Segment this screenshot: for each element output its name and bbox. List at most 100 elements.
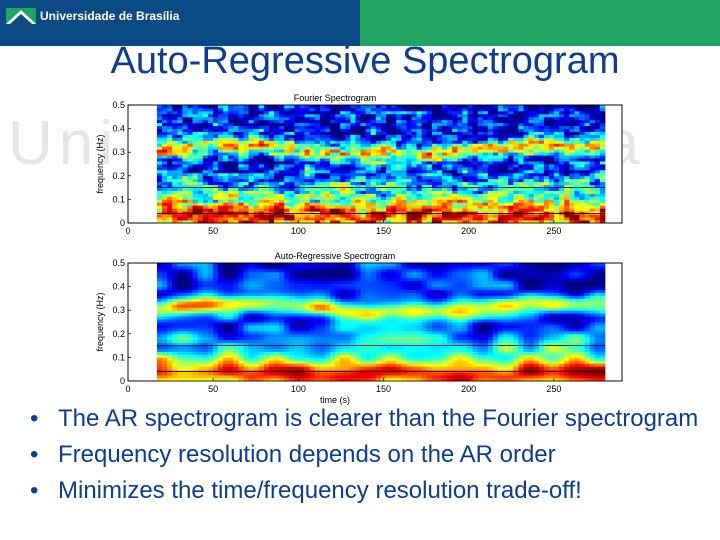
heatmap-cell [304,140,311,144]
heatmap-cell [299,113,305,118]
heatmap-cell [207,193,214,197]
heatmap-cell [513,105,519,109]
heatmap-cell [340,113,346,118]
heatmap-cell [436,158,443,162]
heatmap-cell [172,193,178,197]
heatmap-cell [472,196,479,200]
heatmap-cell [233,357,239,361]
heatmap-cell [253,265,260,270]
heatmap-cell [263,187,270,191]
heatmap-cell [569,211,575,215]
heatmap-cell [263,274,270,279]
heatmap-cell [498,110,504,115]
heatmap-cell [319,289,326,293]
heatmap-cell [182,280,188,285]
heatmap-cell [238,265,244,270]
heatmap-cell [442,107,448,112]
heatmap-cell [304,336,311,341]
heatmap-cell [579,166,585,171]
heatmap-cell [233,110,239,115]
heatmap-cell [589,161,596,165]
heatmap-cell [492,190,499,194]
heatmap-cell [345,161,351,165]
heatmap-cell [304,289,311,293]
heatmap-cell [263,330,270,335]
heatmap-cell [233,187,239,191]
heatmap-cell [268,105,275,109]
heatmap-cell [365,208,372,212]
heatmap-cell [355,211,361,215]
heatmap-cell [258,327,265,332]
heatmap-cell [431,122,438,127]
heatmap-cell [528,107,535,112]
heatmap-cell [436,214,443,218]
heatmap-cell [589,178,596,183]
heatmap-cell [243,199,249,203]
heatmap-cell [187,366,193,370]
heatmap-cell [192,360,199,364]
heatmap-cell [340,137,346,141]
heatmap-cell [268,310,275,314]
heatmap-cell [396,220,402,224]
heatmap-cell [574,184,580,188]
heatmap-cell [375,202,382,206]
heatmap-cell [162,211,168,215]
heatmap-cell [523,217,529,221]
heatmap-cell [559,169,565,174]
heatmap-cell [492,205,499,209]
heatmap-cell [253,357,260,361]
heatmap-cell [360,110,367,115]
heatmap-cell [335,113,341,118]
heatmap-cell [319,175,326,180]
heatmap-cell [218,107,224,112]
heatmap-cell [207,322,214,326]
heatmap-cell [192,107,199,112]
heatmap-cell [228,190,234,194]
heatmap-cell [467,196,473,200]
heatmap-cell [243,322,249,326]
heatmap-cell [202,286,209,290]
heatmap-cell [177,286,183,290]
heatmap-cell [314,345,321,349]
heatmap-cell [472,105,479,109]
heatmap-cell [238,283,244,287]
heatmap-cell [197,196,204,200]
heatmap-cell [330,330,336,335]
heatmap-cell [513,143,519,147]
heatmap-cell [202,158,209,162]
heatmap-cell [299,119,305,124]
heatmap-cell [228,149,234,153]
heatmap-cell [223,140,229,144]
heatmap-cell [156,286,163,290]
heatmap-cell [431,161,438,165]
heatmap-cell [294,263,300,267]
heatmap-cell [279,143,285,147]
heatmap-cell [258,122,265,127]
heatmap-cell [314,199,321,203]
heatmap-cell [416,125,423,129]
heatmap-cell [396,146,402,150]
heatmap-cell [304,295,311,299]
heatmap-cell [299,298,305,302]
heatmap-cell [294,333,300,338]
heatmap-cell [156,169,163,174]
heatmap-cell [447,140,453,144]
heatmap-cell [223,339,229,344]
heatmap-cell [518,184,524,188]
heatmap-cell [462,166,468,171]
heatmap-cell [548,199,555,203]
heatmap-cell [187,351,193,355]
heatmap-cell [416,178,423,183]
heatmap-cell [279,366,285,370]
heatmap-cell [452,211,458,215]
heatmap-cell [248,280,255,285]
heatmap-cell [192,295,199,299]
heatmap-cell [187,301,193,305]
heatmap-cell [518,143,524,147]
heatmap-cell [182,378,188,382]
heatmap-cell [294,113,300,118]
heatmap-cell [411,208,417,212]
heatmap-cell [258,202,265,206]
heatmap-cell [309,178,316,183]
heatmap-cell [360,217,367,221]
